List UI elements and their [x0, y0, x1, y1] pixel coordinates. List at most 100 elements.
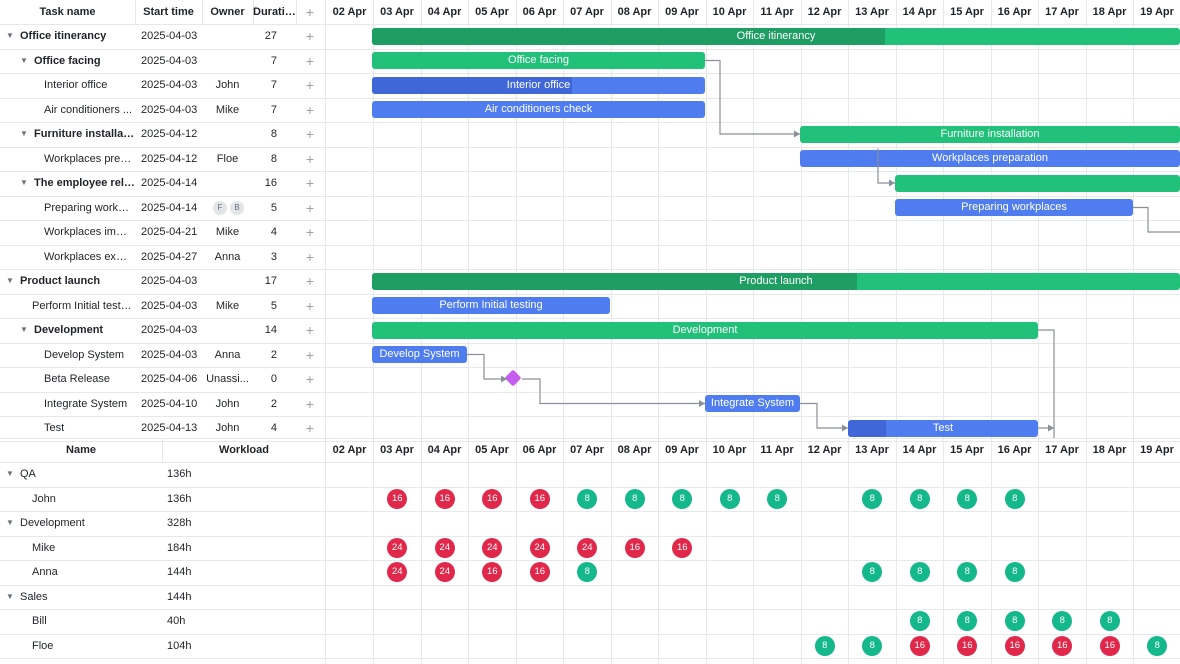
workload-badge[interactable]: 8: [719, 488, 740, 509]
task-name[interactable]: Workplaces impo...: [44, 226, 133, 238]
task-bar[interactable]: Test: [848, 419, 1038, 437]
workload-badge[interactable]: 16: [957, 635, 978, 656]
workload-badge[interactable]: 8: [957, 562, 978, 582]
chevron-down-icon[interactable]: ▼: [6, 469, 14, 478]
workload-badge[interactable]: 8: [1099, 611, 1120, 631]
workload-badge[interactable]: 16: [482, 562, 503, 582]
workload-badge[interactable]: 24: [577, 537, 598, 558]
workload-badge[interactable]: 24: [434, 562, 455, 582]
dependency-link[interactable]: [1038, 329, 1055, 438]
workload-badge[interactable]: 8: [862, 562, 883, 582]
add-subtask-icon[interactable]: +: [305, 126, 315, 142]
task-name[interactable]: Air conditioners ...: [44, 103, 133, 116]
add-subtask-icon[interactable]: +: [305, 150, 315, 167]
task-name[interactable]: Test: [44, 422, 65, 434]
chevron-down-icon[interactable]: ▼: [20, 178, 28, 187]
workload-badge[interactable]: 8: [1004, 488, 1025, 509]
workload-badge[interactable]: 8: [767, 488, 788, 509]
workload-badge[interactable]: 16: [1099, 635, 1120, 656]
add-subtask-icon[interactable]: +: [305, 346, 315, 363]
add-subtask-icon[interactable]: +: [305, 224, 315, 240]
resource-name[interactable]: Development: [20, 517, 85, 529]
add-task-header-icon[interactable]: +: [305, 4, 315, 20]
chevron-down-icon[interactable]: ▼: [20, 325, 28, 334]
add-subtask-icon[interactable]: +: [305, 175, 315, 191]
chevron-down-icon[interactable]: ▼: [20, 129, 28, 138]
workload-badge[interactable]: 8: [909, 611, 930, 631]
workload-badge[interactable]: 8: [1052, 611, 1073, 631]
add-subtask-icon[interactable]: +: [305, 395, 315, 412]
workload-badge[interactable]: 16: [434, 488, 455, 509]
chevron-down-icon[interactable]: ▼: [6, 518, 14, 527]
task-name[interactable]: The employee relo...: [34, 177, 135, 189]
workload-badge[interactable]: 8: [1004, 562, 1025, 582]
workload-badge[interactable]: 24: [387, 537, 408, 558]
workload-badge[interactable]: 8: [957, 611, 978, 631]
task-bar[interactable]: Air conditioners check: [372, 101, 705, 118]
task-name[interactable]: Workplaces prep...: [44, 152, 133, 165]
resource-name[interactable]: John: [32, 492, 56, 505]
task-bar[interactable]: Workplaces preparation: [800, 150, 1180, 167]
workload-badge[interactable]: 16: [909, 635, 930, 656]
resource-name[interactable]: Anna: [32, 566, 58, 578]
task-name[interactable]: Office facing: [34, 54, 101, 67]
task-name[interactable]: Perform Initial testing: [32, 299, 133, 312]
task-name[interactable]: Integrate System: [44, 397, 128, 410]
task-name[interactable]: Product launch: [20, 275, 101, 287]
workload-badge[interactable]: 8: [577, 488, 598, 509]
summary-task-bar[interactable]: Office itinerancy: [372, 27, 1180, 45]
add-subtask-icon[interactable]: +: [305, 52, 315, 69]
add-subtask-icon[interactable]: +: [305, 297, 315, 314]
add-subtask-icon[interactable]: +: [305, 199, 315, 216]
task-bar[interactable]: Perform Initial testing: [372, 297, 610, 314]
task-name[interactable]: Beta Release: [44, 373, 111, 385]
workload-badge[interactable]: 24: [434, 537, 455, 558]
grid-header-owner[interactable]: Owner: [210, 6, 245, 18]
workload-badge[interactable]: 16: [672, 537, 693, 558]
resource-name[interactable]: Sales: [20, 590, 48, 603]
add-subtask-icon[interactable]: +: [305, 101, 315, 118]
resource-name[interactable]: QA: [20, 468, 36, 480]
chevron-down-icon[interactable]: ▼: [6, 31, 14, 40]
workload-badge[interactable]: 8: [862, 635, 883, 656]
workload-badge[interactable]: 8: [957, 488, 978, 509]
task-name[interactable]: Develop System: [44, 348, 125, 361]
milestone-diamond-icon[interactable]: [504, 369, 522, 387]
workload-badge[interactable]: 16: [624, 537, 645, 558]
task-name[interactable]: Workplaces expo...: [44, 250, 133, 263]
task-bar[interactable]: Integrate System: [705, 395, 800, 412]
task-bar[interactable]: Interior office: [372, 76, 705, 94]
workload-badge[interactable]: 8: [814, 635, 835, 656]
workload-badge[interactable]: 16: [387, 488, 408, 509]
grid-header-start-time[interactable]: Start time: [143, 6, 194, 18]
add-subtask-icon[interactable]: +: [305, 322, 315, 338]
task-name[interactable]: Office itinerancy: [20, 30, 107, 42]
workload-badge[interactable]: 8: [1004, 611, 1025, 631]
chevron-down-icon[interactable]: ▼: [6, 591, 14, 601]
workload-badge[interactable]: 8: [577, 562, 598, 582]
add-subtask-icon[interactable]: +: [305, 371, 315, 387]
workload-badge[interactable]: 16: [482, 488, 503, 509]
task-bar[interactable]: Preparing workplaces: [895, 199, 1133, 216]
add-subtask-icon[interactable]: +: [305, 248, 315, 265]
resource-name[interactable]: Floe: [32, 639, 54, 652]
task-name[interactable]: Furniture installation: [34, 128, 135, 140]
workload-badge[interactable]: 8: [1147, 635, 1168, 656]
task-name[interactable]: Interior office: [44, 79, 108, 91]
workload-badge[interactable]: 16: [529, 488, 550, 509]
workload-badge[interactable]: 16: [1052, 635, 1073, 656]
workload-badge[interactable]: 24: [387, 562, 408, 582]
summary-task-bar[interactable]: Product launch: [372, 272, 1180, 290]
task-bar[interactable]: Develop System: [372, 346, 467, 363]
summary-task-bar[interactable]: Furniture installation: [800, 125, 1180, 143]
workload-badge[interactable]: 8: [624, 488, 645, 509]
workload-badge[interactable]: 24: [482, 537, 503, 558]
add-subtask-icon[interactable]: +: [305, 28, 315, 44]
workload-badge[interactable]: 16: [1004, 635, 1025, 656]
task-name[interactable]: Preparing workpl...: [44, 201, 133, 214]
grid-header-duration[interactable]: Duration: [253, 6, 296, 18]
workload-badge[interactable]: 8: [672, 488, 693, 509]
workload-badge[interactable]: 8: [909, 488, 930, 509]
resource-name[interactable]: Mike: [32, 541, 56, 554]
chevron-down-icon[interactable]: ▼: [20, 55, 28, 65]
